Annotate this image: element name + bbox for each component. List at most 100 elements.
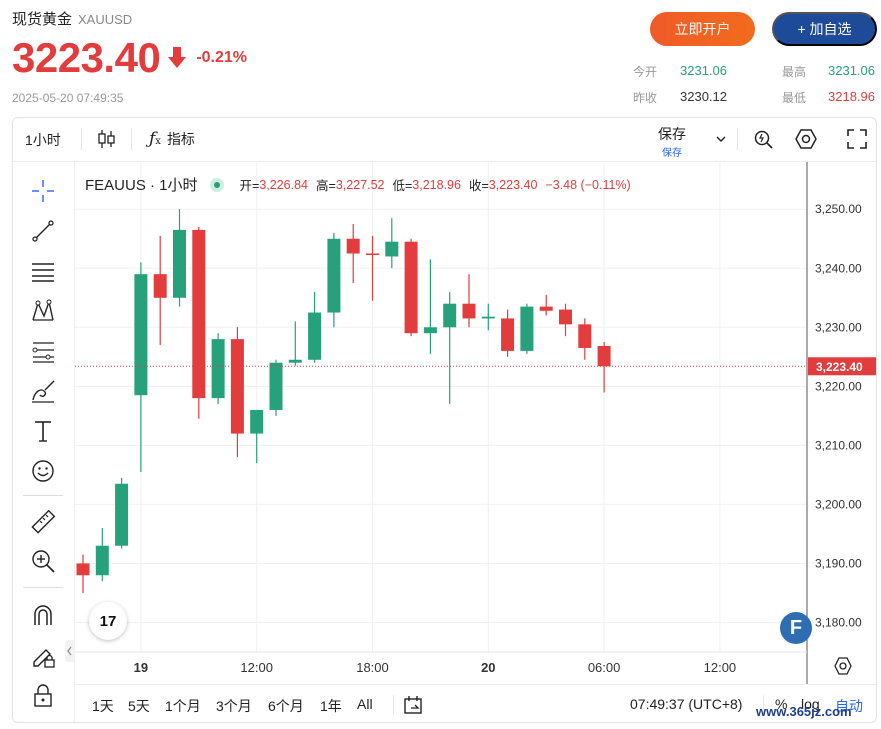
candle-body	[501, 318, 515, 351]
pattern-icon[interactable]	[30, 298, 56, 324]
goto-date-icon[interactable]	[403, 695, 425, 715]
percent-scale-toggle[interactable]: %	[775, 696, 788, 712]
interval-selector[interactable]: 1小时	[25, 130, 61, 150]
chevron-down-icon[interactable]	[715, 134, 727, 144]
ruler-icon[interactable]	[30, 509, 56, 535]
auto-scale-toggle[interactable]: 自动	[835, 698, 863, 714]
candle-body	[481, 316, 495, 319]
broker-logo-icon: F	[780, 612, 812, 644]
range-divider	[763, 695, 764, 715]
candle-body	[327, 238, 341, 313]
legend-high-value: 3,227.52	[335, 177, 385, 192]
add-watchlist-button[interactable]: + 加自选	[772, 12, 877, 46]
price-tick-label: 3,200.00	[815, 497, 862, 511]
toolbar-divider	[131, 128, 132, 150]
candles	[76, 209, 611, 593]
open-account-button[interactable]: 立即开户	[650, 12, 755, 46]
axis-settings-icon[interactable]	[833, 656, 853, 676]
range-all[interactable]: All	[357, 696, 373, 712]
legend-open-label: 开=	[239, 179, 260, 193]
price-tick-label: 3,230.00	[815, 320, 862, 334]
save-label: 保存	[658, 126, 686, 142]
crosshair-icon[interactable]	[30, 178, 56, 204]
collapse-sidebar-icon[interactable]	[65, 640, 75, 662]
horizontal-lines-icon[interactable]	[30, 258, 56, 284]
magnet-icon[interactable]	[30, 602, 56, 628]
candle-body	[539, 306, 553, 311]
interval-label: 1小时	[25, 132, 61, 148]
toolbar-divider	[81, 128, 82, 150]
candle-body	[346, 238, 360, 254]
sidebar-divider	[23, 495, 63, 496]
low-value: 3218.96	[828, 89, 875, 104]
instrument-code: XAUUSD	[78, 12, 133, 27]
zoom-in-icon[interactable]	[30, 548, 56, 574]
range-3m[interactable]: 3个月	[216, 698, 252, 714]
range-1m[interactable]: 1个月	[165, 698, 201, 714]
current-price-label: 3,223.40	[816, 360, 863, 374]
candle-body	[173, 229, 186, 298]
candle-body	[385, 241, 399, 257]
indicators-button[interactable]: ƒx 指标	[149, 129, 195, 149]
lock-drawing-icon[interactable]	[30, 642, 56, 668]
drawing-tools-sidebar	[13, 162, 75, 722]
time-axis: 19 12:00 18:00 20 06:00 12:00	[75, 651, 807, 675]
high-label: 最高	[782, 65, 807, 79]
indicators-label: 指标	[166, 131, 195, 147]
time-tick-label: 12:00	[704, 660, 737, 675]
price-tick-label: 3,250.00	[815, 202, 862, 216]
log-scale-toggle[interactable]: log	[801, 696, 820, 712]
clock-timezone[interactable]: 07:49:37 (UTC+8)	[630, 696, 743, 712]
chart-legend: FEAUUS · 1小时 开= 3,226.84 高= 3,227.52 低= …	[85, 174, 631, 195]
legend-low-value: 3,218.96	[412, 177, 461, 192]
text-tool-icon[interactable]	[30, 418, 56, 444]
candle-body	[250, 409, 264, 434]
price-axis: 3,180.00 3,190.00 3,200.00 3,210.00 3,220.00…	[806, 162, 862, 684]
candle-body	[520, 306, 534, 351]
chart-widget: 1小时 ƒx 指标 保存 保存	[12, 117, 877, 723]
range-divider	[393, 695, 394, 715]
instrument-name: 现货黄金	[12, 11, 73, 28]
save-sublabel: 保存	[662, 148, 682, 159]
save-button[interactable]: 保存 保存	[658, 124, 686, 159]
candle-body	[366, 253, 379, 256]
legend-change: −3.48 (−0.11%)	[545, 177, 631, 192]
lock-icon[interactable]	[30, 682, 56, 708]
range-5d[interactable]: 5天	[128, 698, 150, 714]
fib-retracement-icon[interactable]	[30, 338, 56, 364]
brush-icon[interactable]	[30, 378, 56, 404]
candle-body	[559, 309, 572, 325]
price-tick-label: 3,210.00	[815, 438, 862, 452]
candle-body	[423, 327, 437, 334]
candle-body	[211, 339, 225, 399]
quick-search-icon[interactable]	[753, 128, 775, 150]
today-open-value: 3231.06	[680, 63, 727, 78]
current-price-tag	[808, 357, 876, 376]
emoji-icon[interactable]	[30, 458, 56, 484]
range-6m[interactable]: 6个月	[268, 698, 304, 714]
candlestick-chart[interactable]: 3,180.00 3,190.00 3,200.00 3,210.00 3,220.00…	[75, 162, 877, 684]
tradingview-logo-icon: 17	[99, 612, 117, 630]
trend-line-icon[interactable]	[30, 218, 56, 244]
current-price-marker: 3,223.40	[75, 357, 876, 376]
time-tick-label: 06:00	[588, 660, 621, 675]
legend-high-label: 高=	[316, 179, 336, 193]
legend-open-value: 3,226.84	[259, 177, 308, 192]
prev-close-label: 昨收	[633, 91, 658, 105]
candle-body	[443, 303, 457, 328]
tradingview-logo[interactable]: 17	[89, 602, 127, 640]
range-1y[interactable]: 1年	[320, 698, 342, 714]
chart-toolbar: 1小时 ƒx 指标 保存 保存	[13, 118, 876, 162]
fullscreen-icon[interactable]	[847, 129, 867, 149]
toolbar-divider	[737, 128, 738, 150]
today-open-label: 今开	[633, 65, 658, 79]
candle-style-button[interactable]	[97, 128, 117, 150]
range-bar: 1天 5天 1个月 3个月 6个月 1年 All 07:49:37 (UTC+8…	[75, 684, 876, 722]
candle-body	[462, 303, 476, 319]
candle-body	[134, 274, 148, 396]
watermark-text: www.365jz.com	[756, 704, 852, 719]
legend-close-value: 3,223.40	[488, 177, 538, 192]
legend-close-label: 收=	[468, 179, 489, 193]
settings-icon[interactable]	[794, 128, 818, 150]
range-1d[interactable]: 1天	[92, 698, 114, 714]
